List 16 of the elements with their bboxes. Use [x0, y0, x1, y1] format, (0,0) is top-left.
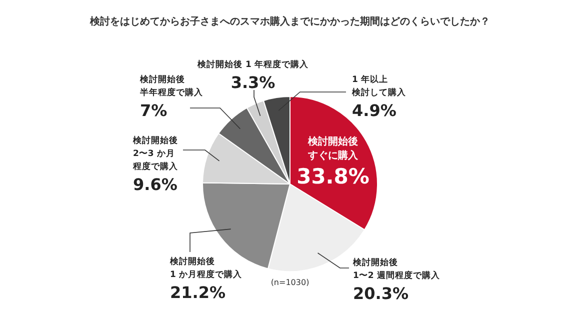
- slice-label: 検討開始後すぐに購入: [307, 136, 359, 162]
- text: (n=1030): [270, 278, 310, 288]
- slice-label: 検討開始後1 か月程度で購入: [169, 256, 243, 280]
- chart-title: 検討をはじめてからお子さまへのスマホ購入までにかかった期間はどのくらいでしたか？: [89, 16, 490, 28]
- data-label: 20.3%: [353, 284, 409, 304]
- slice-label: 1 年以上検討して購入: [351, 74, 407, 98]
- slice-label: 検討開始後1〜2 週間程度で購入: [352, 257, 441, 282]
- data-label: 4.9%: [352, 101, 396, 120]
- slice-label: 検討開始後 1 年程度で購入: [196, 59, 310, 70]
- data-label: 9.6%: [133, 175, 178, 194]
- data-label: 7%: [140, 101, 168, 120]
- slice-label: 検討開始後半年程度で購入: [139, 74, 204, 98]
- slice-label: 検討開始後2〜3 か月程度で購入: [132, 135, 179, 172]
- data-label: 3.3%: [230, 73, 276, 92]
- data-label: 21.2%: [170, 283, 226, 302]
- data-label: 33.8%: [296, 164, 370, 188]
